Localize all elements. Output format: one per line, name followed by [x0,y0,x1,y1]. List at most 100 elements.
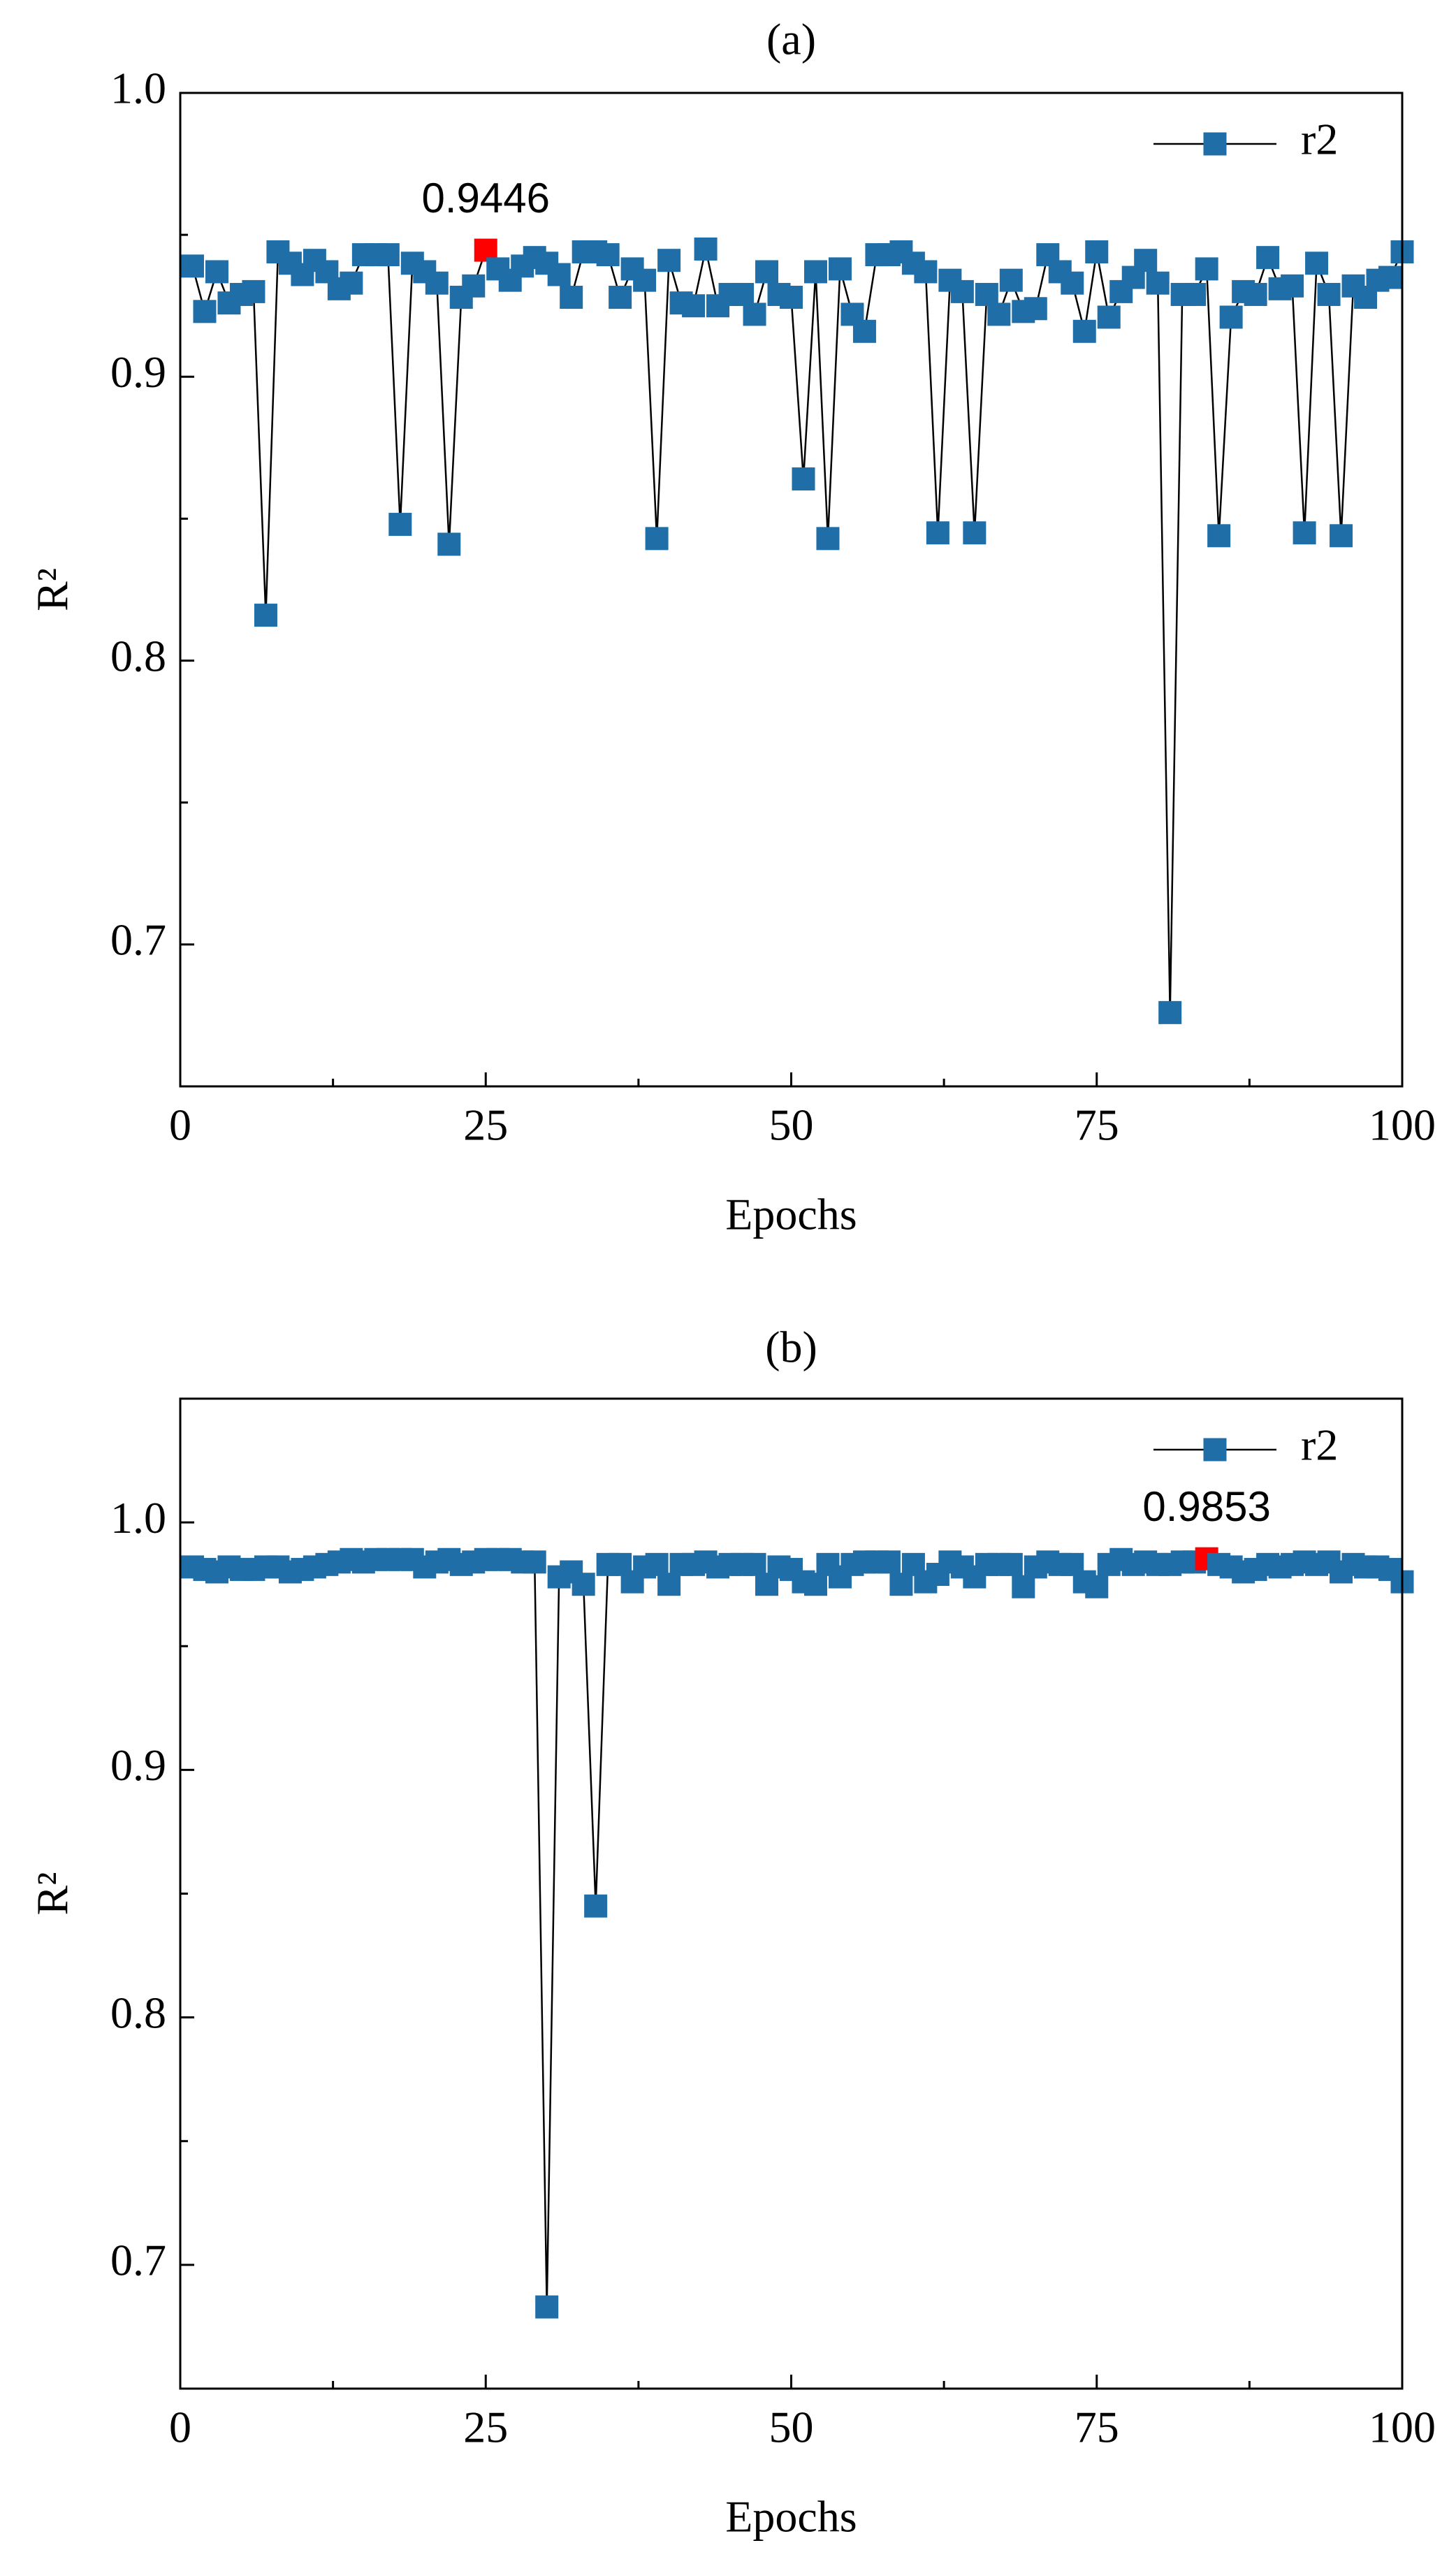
data-point [963,521,987,545]
data-point [1256,246,1280,270]
data-point [1061,271,1084,295]
data-point [645,527,669,551]
data-point [572,1573,595,1596]
data-point [780,286,803,309]
data-point [816,527,840,551]
y-tick-label: 0.8 [110,1988,166,2037]
data-point [792,467,815,491]
data-point [1134,249,1158,272]
data-point [376,243,400,267]
data-point [657,249,681,272]
data-point [828,257,852,281]
data-point [657,1573,681,1596]
legend-label: r2 [1301,115,1338,164]
data-point [1085,1575,1109,1598]
data-point [803,260,827,284]
data-point [584,1894,608,1918]
chart-panel: (b) Epochs R² 0 25 50 75 100 0.7 0.8 0.9 1.0 0.9853 r… [28,1323,1436,2542]
data-point [1024,297,1047,321]
x-tick-label: 0 [169,2403,191,2452]
data-point [645,1552,669,1576]
data-point [1281,274,1304,298]
x-tick-label: 100 [1369,2403,1436,2452]
data-point [180,254,204,278]
chart-title: (b) [765,1323,817,1372]
data-point [535,2295,559,2319]
data-point [682,294,706,318]
legend-marker [1203,1438,1227,1462]
data-point [987,303,1011,326]
data-point [1293,521,1316,545]
data-point [1183,282,1207,306]
data-point [1085,240,1109,264]
data-point [1330,524,1353,548]
x-tick-label: 0 [169,1100,191,1150]
data-point [1158,1000,1182,1024]
data-point [694,237,718,261]
data-point [743,1552,766,1576]
data-point [462,274,486,298]
data-point [1317,282,1341,306]
data-point [609,286,632,309]
series-line [191,248,1404,1013]
data-point [999,268,1023,292]
data-point [254,604,277,627]
chart-title: (a) [766,15,816,64]
data-point [877,1550,901,1574]
y-tick-label: 1.0 [110,64,166,113]
data-point [743,303,766,326]
x-axis-label: Epochs [725,1190,857,1239]
data-point [914,260,938,284]
data-point [889,1573,913,1596]
data-point [926,521,949,545]
y-tick-label: 0.7 [110,915,166,965]
x-tick-label: 25 [463,1100,508,1150]
y-axis-label: R² [28,1872,78,1916]
data-point [852,319,876,343]
data-point [596,243,620,267]
data-point [437,532,461,556]
y-tick-label: 1.0 [110,1493,166,1543]
data-point [205,260,228,284]
chart-panel: (a) Epochs R² 0 25 50 75 100 0.7 0.8 0.9 1.0 0.9446 r… [28,15,1436,1239]
data-point [560,286,583,309]
y-tick-label: 0.9 [110,347,166,397]
data-point [1097,305,1121,329]
data-point [1012,1575,1035,1598]
annotation: 0.9446 [421,175,550,221]
data-point [1219,305,1243,329]
data-point [633,268,657,292]
legend-label: r2 [1301,1420,1338,1470]
x-axis-label: Epochs [725,2492,857,2542]
data-point [388,513,412,537]
data-point [193,300,217,323]
y-tick-label: 0.7 [110,2236,166,2285]
data-point [950,279,974,303]
data-point [547,263,571,286]
data-point [803,1573,827,1596]
data-point [523,1550,546,1574]
data-point [1244,282,1267,306]
x-tick-label: 75 [1075,1100,1119,1150]
y-tick-label: 0.8 [110,631,166,680]
data-point [1146,271,1170,295]
y-axis-label: R² [28,568,78,611]
x-tick-label: 50 [769,1100,814,1150]
data-point [242,279,265,303]
data-point [1378,265,1402,289]
x-tick-label: 50 [769,2403,814,2452]
plot-frame [179,92,1404,1088]
x-tick-label: 100 [1369,1100,1436,1150]
data-point [425,271,449,295]
y-tick-label: 0.9 [110,1740,166,1790]
legend-marker [1203,132,1227,156]
x-tick-label: 25 [463,2403,508,2452]
data-point [1207,524,1231,548]
data-point [755,260,779,284]
plot-frame [179,1397,1404,2390]
data-point [999,1552,1023,1576]
data-point [340,271,363,295]
data-point [1195,257,1218,281]
